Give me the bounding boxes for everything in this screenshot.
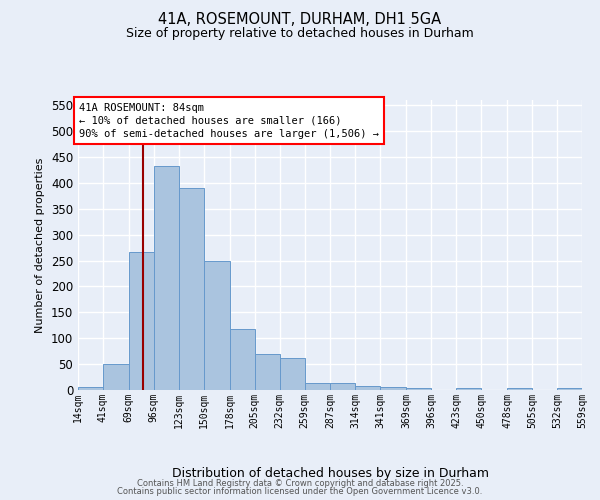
Bar bbox=[254, 354, 280, 390]
Bar bbox=[355, 386, 380, 390]
Bar bbox=[204, 260, 230, 390]
Text: 41A ROSEMOUNT: 84sqm
← 10% of detached houses are smaller (166)
90% of semi-deta: 41A ROSEMOUNT: 84sqm ← 10% of detached h… bbox=[79, 102, 379, 139]
Bar bbox=[305, 383, 331, 390]
Bar bbox=[230, 330, 254, 390]
Bar bbox=[129, 252, 154, 390]
Bar bbox=[406, 388, 431, 390]
Text: Contains public sector information licensed under the Open Government Licence v3: Contains public sector information licen… bbox=[118, 487, 482, 496]
Bar bbox=[154, 166, 179, 390]
Bar bbox=[507, 388, 532, 390]
X-axis label: Distribution of detached houses by size in Durham: Distribution of detached houses by size … bbox=[172, 467, 488, 480]
Bar bbox=[380, 387, 406, 390]
Text: Size of property relative to detached houses in Durham: Size of property relative to detached ho… bbox=[126, 28, 474, 40]
Bar bbox=[456, 388, 481, 390]
Bar bbox=[557, 388, 582, 390]
Bar bbox=[103, 364, 129, 390]
Bar bbox=[331, 383, 355, 390]
Text: 41A, ROSEMOUNT, DURHAM, DH1 5GA: 41A, ROSEMOUNT, DURHAM, DH1 5GA bbox=[158, 12, 442, 28]
Bar bbox=[280, 358, 305, 390]
Text: Contains HM Land Registry data © Crown copyright and database right 2025.: Contains HM Land Registry data © Crown c… bbox=[137, 478, 463, 488]
Y-axis label: Number of detached properties: Number of detached properties bbox=[35, 158, 46, 332]
Bar bbox=[179, 188, 204, 390]
Bar bbox=[78, 388, 103, 390]
